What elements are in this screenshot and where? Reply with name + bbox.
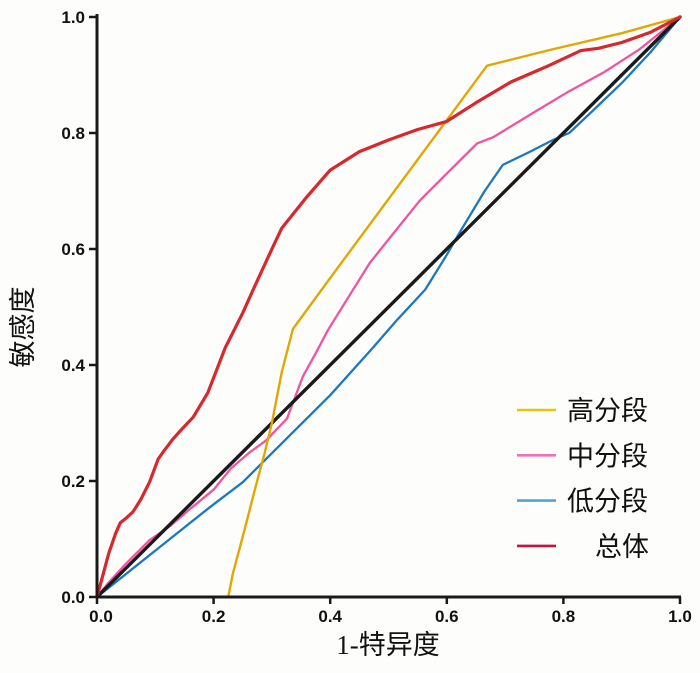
- y-tick-label: 0.2: [61, 472, 85, 491]
- y-tick-label: 0.0: [61, 588, 85, 607]
- y-tick-label: 0.8: [61, 124, 85, 143]
- x-tick-label: 1.0: [668, 607, 692, 626]
- roc-curve-overall: [95, 15, 682, 599]
- roc-curve-low-segment: [95, 15, 682, 599]
- x-tick-label: 0.2: [202, 607, 226, 626]
- legend-item-overall: 总体: [517, 532, 649, 562]
- curves-layer: [95, 15, 682, 599]
- x-tick-label: 0.0: [89, 607, 113, 626]
- legend-label-high-segment: 高分段: [567, 396, 648, 426]
- legend-item-high-segment: 高分段: [517, 396, 648, 426]
- y-tick-label: 0.6: [61, 240, 85, 259]
- roc-curve-reference-diagonal: [95, 15, 682, 599]
- roc-curve-high-segment: [226, 15, 682, 599]
- y-axis-title: 敏感度: [8, 287, 38, 368]
- legend-label-low-segment: 低分段: [567, 487, 648, 517]
- y-tick-label: 1.0: [61, 8, 85, 27]
- x-axis-tick-labels: 0.0 0.2 0.4 0.6 0.8 1.0: [89, 607, 692, 626]
- x-tick-label: 0.6: [435, 607, 459, 626]
- legend-label-mid-segment: 中分段: [567, 441, 648, 471]
- y-axis-ticks: [89, 15, 97, 599]
- x-tick-label: 0.8: [552, 607, 576, 626]
- x-tick-label: 0.4: [318, 607, 342, 626]
- axes: 0.0 0.2 0.4 0.6 0.8 1.0 0.0 0.2 0.4 0.6 0.8 1.0: [61, 8, 691, 626]
- legend-item-mid-segment: 中分段: [517, 441, 648, 471]
- y-axis-tick-labels: 0.0 0.2 0.4 0.6 0.8 1.0: [61, 8, 85, 607]
- legend-label-overall: 总体: [595, 532, 649, 562]
- y-tick-label: 0.4: [61, 356, 85, 375]
- legend-item-low-segment: 低分段: [517, 487, 648, 517]
- x-axis-title: 1-特异度: [336, 630, 440, 660]
